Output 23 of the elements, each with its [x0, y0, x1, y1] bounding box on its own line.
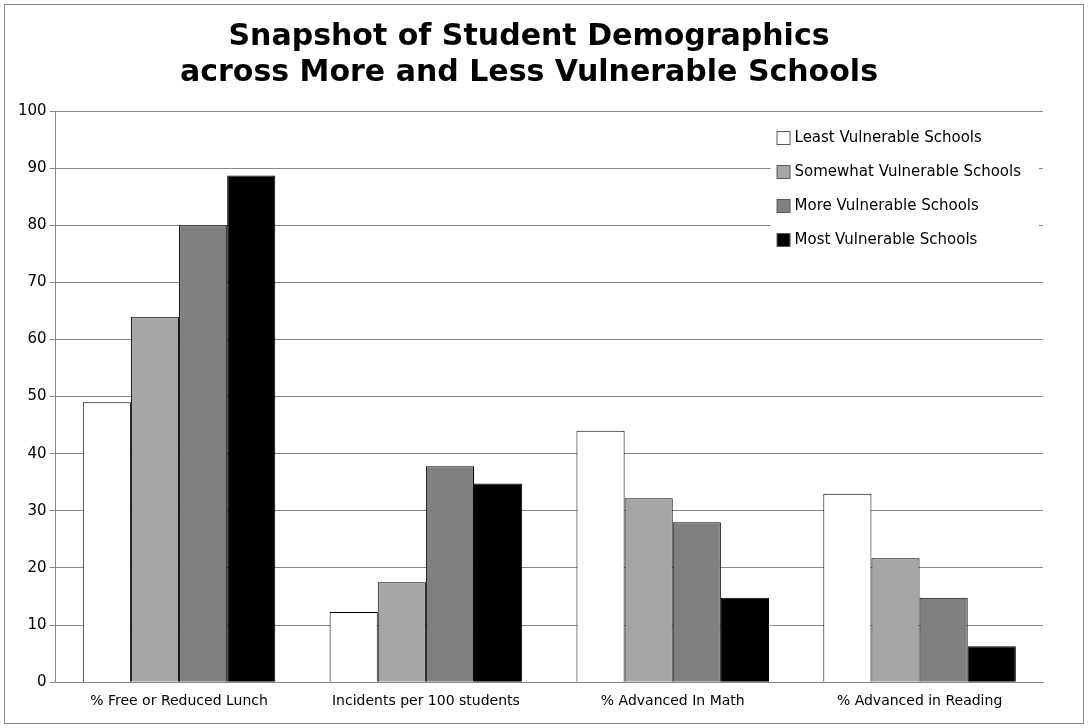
y-tick-label: 20: [27, 557, 47, 576]
bar: [720, 597, 770, 682]
y-tick-label: 90: [27, 158, 47, 177]
y-tick-label: 30: [27, 500, 47, 519]
y-tick-label: 0: [37, 672, 47, 691]
legend-label: Somewhat Vulnerable Schools: [794, 161, 1022, 180]
y-tick-label: 70: [27, 272, 47, 291]
bar: [967, 646, 1016, 682]
legend-label: Least Vulnerable Schools: [794, 127, 983, 146]
y-tick-label: 60: [27, 329, 47, 348]
chart-title: Snapshot of Student Demographics across More and Less Vulnerable Schools: [180, 16, 878, 88]
y-tick-label: 100: [17, 100, 47, 119]
y-tick-label: 50: [27, 386, 47, 405]
x-tick-label: % Advanced in Reading: [836, 692, 1003, 709]
y-tick-label: 40: [27, 443, 47, 462]
y-tick-label: 10: [27, 614, 47, 633]
legend-label: Most Vulnerable Schools: [794, 229, 978, 248]
legend-label: More Vulnerable Schools: [794, 195, 979, 214]
x-tick-label: Incidents per 100 students: [331, 692, 520, 709]
bar: [227, 175, 276, 682]
y-tick-label: 80: [27, 215, 47, 234]
x-tick-label: % Free or Reduced Lunch: [90, 692, 268, 709]
x-tick-label: % Advanced In Math: [600, 692, 745, 709]
